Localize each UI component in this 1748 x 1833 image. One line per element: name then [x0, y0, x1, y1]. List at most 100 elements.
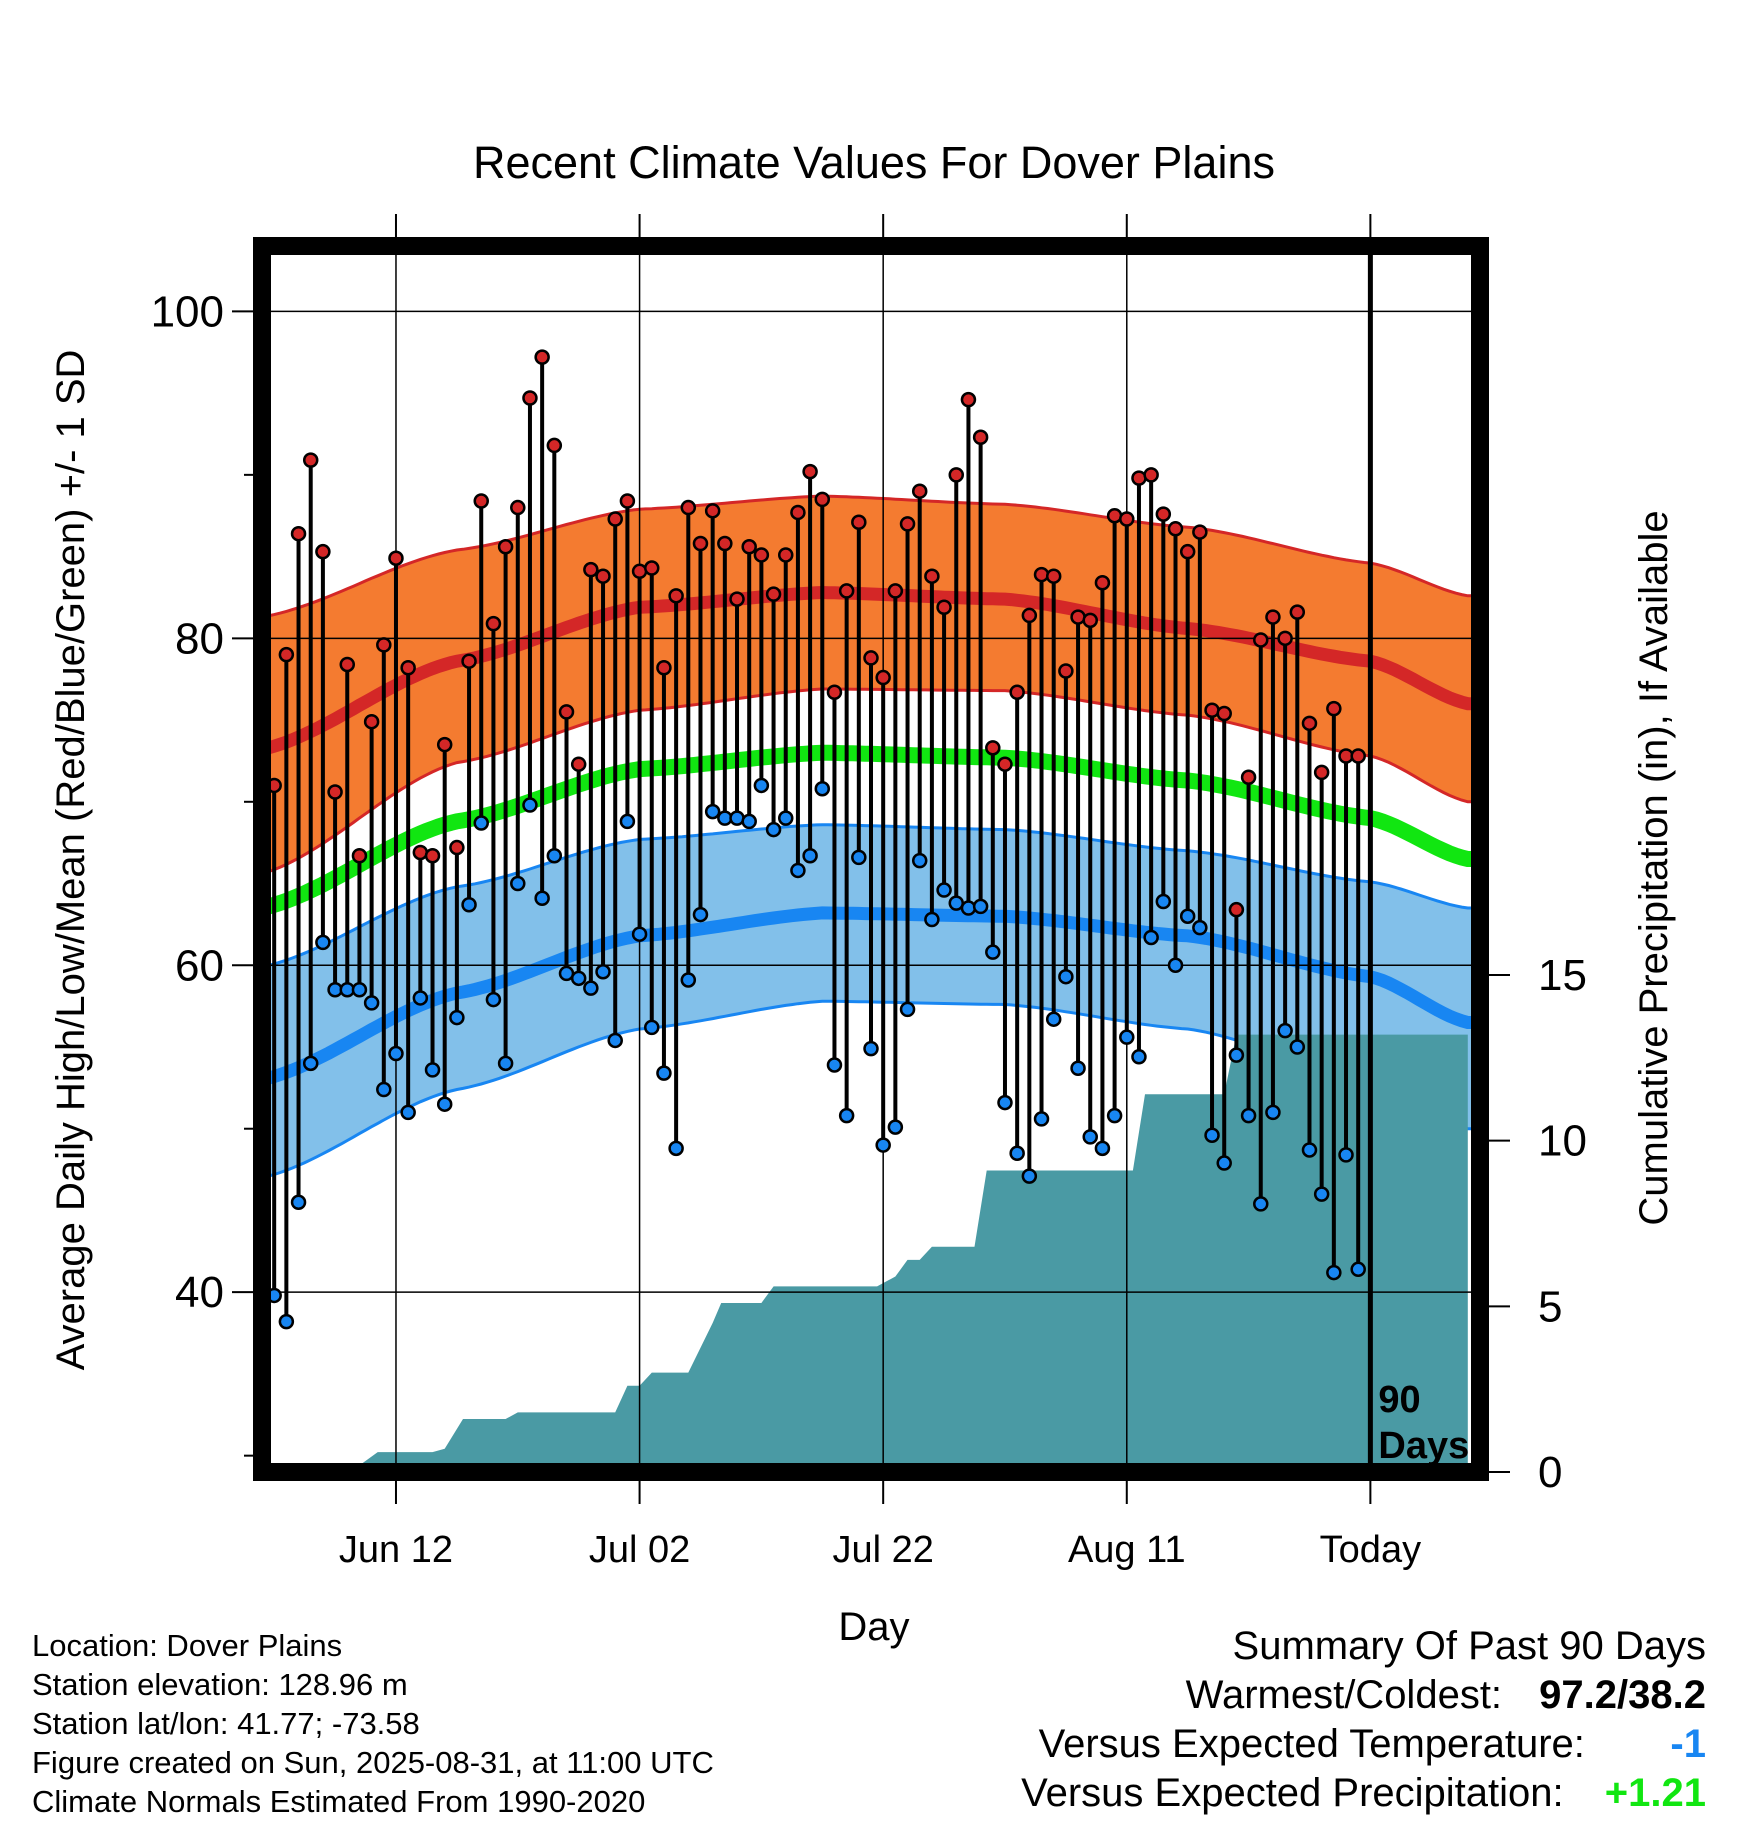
daily-low-point [802, 847, 818, 864]
daily-high-point [741, 539, 757, 555]
daily-low-point [1289, 1039, 1306, 1055]
daily-high-point [680, 499, 697, 516]
daily-high-point [863, 650, 879, 666]
daily-low-point [388, 1045, 404, 1062]
temp-vs-expected-label: Versus Expected Temperature: [1038, 1722, 1585, 1766]
y-tick-label: 100 [151, 287, 224, 336]
daily-high-point [729, 591, 745, 607]
daily-low-point [668, 1140, 684, 1157]
y-tick-label: 80 [175, 614, 224, 663]
daily-high-point [1021, 607, 1038, 624]
y2-tick-label: 15 [1538, 951, 1587, 1000]
daily-high-point [960, 391, 977, 408]
daily-low-point [583, 980, 599, 996]
daily-low-point [924, 911, 940, 928]
summary-title: Summary Of Past 90 Days [1232, 1624, 1706, 1668]
daily-high-point [1094, 574, 1111, 591]
daily-high-point [777, 547, 794, 563]
y-tick-label: 40 [175, 1268, 224, 1317]
daily-high-point [1167, 521, 1184, 537]
daily-low-point [875, 1137, 891, 1153]
daily-high-point [802, 463, 818, 480]
daily-low-point [1228, 1047, 1245, 1063]
daily-low-point [522, 797, 538, 813]
daily-low-point [704, 803, 721, 820]
daily-low-point [1350, 1261, 1366, 1278]
daily-low-point [985, 944, 1001, 960]
summary-precip: Versus Expected Precipitation: +1.21 [1021, 1769, 1706, 1818]
daily-high-point [1045, 568, 1062, 584]
x-tick-label: Jul 02 [589, 1529, 690, 1571]
daily-low-point [1119, 1029, 1135, 1045]
daily-high-point [656, 659, 672, 676]
daily-high-point [327, 784, 343, 800]
daily-high-point [570, 756, 587, 772]
daily-high-point [997, 756, 1013, 772]
daily-low-point [424, 1062, 441, 1078]
station-info: Location: Dover Plains Station elevation… [32, 1626, 714, 1821]
daily-low-point [315, 934, 331, 951]
daily-high-point [851, 514, 867, 531]
daily-high-point [1313, 764, 1330, 781]
today-label-number: 90 [1378, 1379, 1420, 1421]
daily-high-point [1119, 511, 1135, 527]
daily-high-point [388, 550, 404, 566]
daily-high-point [449, 839, 465, 856]
daily-low-point [741, 813, 757, 830]
daily-low-point [997, 1094, 1013, 1111]
daily-low-point [534, 890, 550, 906]
daily-high-point [1033, 566, 1050, 583]
daily-high-point [546, 437, 563, 454]
daily-low-point [814, 780, 831, 797]
daily-low-point [656, 1065, 672, 1081]
daily-high-point [1082, 612, 1098, 629]
daily-low-point [1143, 929, 1159, 946]
daily-low-point [1106, 1107, 1123, 1124]
daily-low-point [692, 906, 709, 923]
daily-high-point [838, 583, 855, 599]
plot-frame [253, 237, 1489, 1481]
daily-low-point [1240, 1107, 1257, 1124]
precip-vs-expected-value: +1.21 [1604, 1771, 1706, 1815]
daily-low-point [510, 875, 526, 892]
daily-high-point [278, 646, 295, 663]
chart-title: Recent Climate Values For Dover Plains [473, 137, 1275, 188]
daily-low-point [960, 900, 977, 916]
precip-area [262, 1034, 1468, 1472]
daily-high-point [558, 704, 575, 720]
daily-high-point [790, 504, 806, 521]
daily-low-point [851, 849, 867, 866]
daily-high-point [948, 467, 965, 483]
daily-high-point [473, 493, 489, 509]
daily-low-point [1326, 1264, 1342, 1281]
daily-high-point [1179, 543, 1196, 560]
daily-high-point [644, 560, 660, 576]
summary-panel: Summary Of Past 90 Days Warmest/Coldest:… [1021, 1622, 1706, 1818]
daily-low-point [461, 897, 477, 913]
daily-low-point [497, 1055, 514, 1072]
y2-tick-label: 0 [1538, 1448, 1562, 1497]
temp-vs-expected-value: -1 [1670, 1722, 1706, 1766]
today-label-days: Days [1378, 1425, 1469, 1467]
daily-low-point [1033, 1111, 1050, 1127]
y-axis-label: Average Daily High/Low/Mean (Red/Blue/Gr… [49, 350, 93, 1371]
daily-high-point [424, 847, 441, 864]
daily-high-point [1289, 604, 1306, 620]
summary-temp: Versus Expected Temperature: -1 [1021, 1720, 1706, 1769]
daily-low-point [400, 1104, 416, 1121]
daily-low-point [1167, 957, 1184, 974]
daily-high-point [668, 588, 684, 604]
daily-low-point [863, 1040, 879, 1057]
daily-high-point [875, 669, 891, 686]
daily-high-point [302, 452, 319, 468]
high-upper-line [262, 494, 1480, 619]
daily-high-point [522, 390, 538, 406]
daily-high-point [717, 535, 733, 552]
daily-high-point [436, 736, 453, 753]
y2-tick-label: 10 [1538, 1117, 1587, 1166]
daily-low-point [936, 882, 952, 898]
daily-high-point [534, 349, 550, 365]
normals-period: Climate Normals Estimated From 1990-2020 [32, 1784, 646, 1819]
daily-high-point [1143, 467, 1159, 483]
